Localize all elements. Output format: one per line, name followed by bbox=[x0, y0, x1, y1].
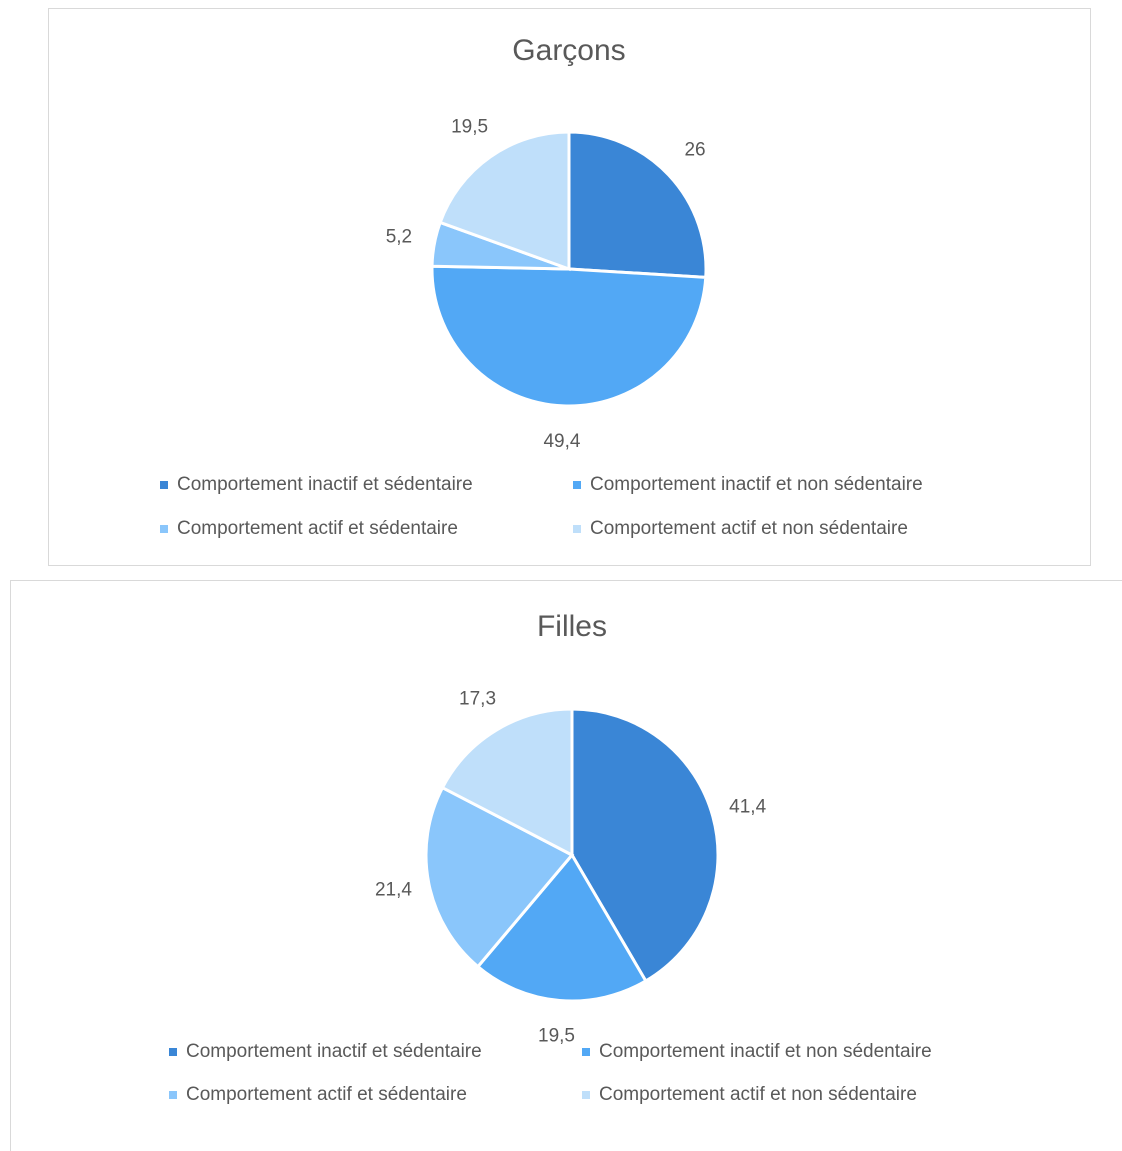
data-label: 19,5 bbox=[451, 116, 488, 137]
data-label: 17,3 bbox=[459, 688, 496, 709]
chart-title: Filles bbox=[537, 610, 607, 643]
legend-label: Comportement inactif et non sédentaire bbox=[599, 1041, 932, 1062]
legend-marker bbox=[160, 481, 168, 489]
legend-label: Comportement inactif et sédentaire bbox=[177, 474, 473, 495]
legend-label: Comportement actif et sédentaire bbox=[177, 518, 458, 539]
legend-marker bbox=[573, 481, 581, 489]
chart-title: Garçons bbox=[512, 34, 625, 67]
data-label: 41,4 bbox=[729, 796, 766, 817]
pie-slice bbox=[440, 707, 574, 858]
data-label: 26 bbox=[684, 139, 705, 160]
pie-slice bbox=[570, 707, 720, 984]
data-label: 19,5 bbox=[538, 1025, 575, 1046]
legend-marker bbox=[169, 1048, 177, 1056]
legend-label: Comportement inactif et sédentaire bbox=[186, 1041, 482, 1062]
pie-slice bbox=[430, 264, 708, 408]
data-label: 21,4 bbox=[375, 879, 412, 900]
data-label: 49,4 bbox=[543, 431, 580, 452]
legend-marker bbox=[169, 1091, 177, 1099]
legend-label: Comportement actif et sédentaire bbox=[186, 1084, 467, 1105]
data-label: 5,2 bbox=[386, 226, 412, 247]
legend-label: Comportement actif et non sédentaire bbox=[599, 1084, 917, 1105]
legend-marker bbox=[582, 1091, 590, 1099]
pie-slice bbox=[567, 130, 708, 279]
legend-marker bbox=[160, 525, 168, 533]
pie-slice bbox=[438, 130, 571, 272]
pie-slice bbox=[475, 852, 648, 1003]
legend-label: Comportement inactif et non sédentaire bbox=[590, 474, 923, 495]
legend-label: Comportement actif et non sédentaire bbox=[590, 518, 908, 539]
pie-slice bbox=[424, 785, 575, 969]
legend-marker bbox=[573, 525, 581, 533]
legend-marker bbox=[582, 1048, 590, 1056]
